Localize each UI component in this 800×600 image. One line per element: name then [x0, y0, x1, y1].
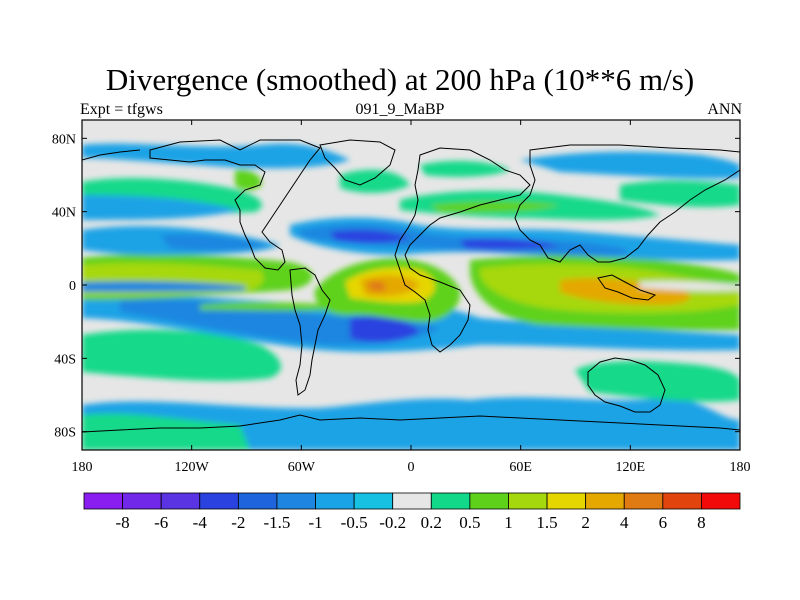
coastline-antarctica — [82, 414, 740, 433]
contour-nh-conv-pac — [160, 234, 270, 251]
contour-sh-conv-core — [350, 315, 420, 343]
colorbar-label: -0.5 — [341, 513, 368, 532]
x-tick-label: 60E — [509, 460, 532, 475]
colorbar-label: -1 — [308, 513, 322, 532]
experiment-label: Expt = tfgws — [80, 101, 163, 118]
y-tick-label: 40S — [54, 352, 76, 367]
colorbar-label: -2 — [231, 513, 245, 532]
colorbar-swatch — [160, 492, 201, 510]
x-axis: 180 120W 60W 0 60E 120E 180 — [72, 120, 751, 475]
coastline-greenland — [319, 139, 396, 186]
contour-sh-conv-pos — [200, 302, 340, 311]
colorbar-swatch — [469, 492, 509, 510]
colorbar-swatch — [315, 492, 355, 510]
x-tick-label: 180 — [72, 460, 93, 475]
contour-eq-east-rim — [640, 281, 740, 291]
colorbar-swatch — [353, 492, 394, 510]
season-label: ANN — [707, 101, 742, 118]
y-tick-label: 80S — [54, 426, 76, 441]
x-tick-label: 0 — [408, 460, 415, 475]
colorbar: -8 -6 -4 -2 -1.5 -1 -0.5 -0.2 0.2 0.5 1 1.5 2 4 6 8 — [83, 492, 741, 532]
colorbar-swatch — [430, 492, 471, 510]
colorbar-swatch — [237, 492, 278, 510]
contour-nh-conv-core-asia — [460, 238, 560, 250]
contour-nh-lime — [235, 169, 262, 191]
x-tick-label: 180 — [730, 460, 751, 475]
x-tick-label: 120W — [175, 460, 210, 475]
colorbar-label: -4 — [193, 513, 208, 532]
colorbar-swatch — [392, 492, 432, 510]
colorbar-label: 1 — [504, 513, 513, 532]
x-tick-label: 120E — [616, 460, 646, 475]
contour-sh-highlat-green — [82, 413, 250, 450]
colorbar-swatch — [83, 492, 123, 510]
colorbar-label: 1.5 — [536, 513, 557, 532]
colorbar-swatch — [122, 492, 162, 510]
contour-nh-highlat-east — [520, 151, 740, 179]
contour-sh-green — [82, 329, 281, 381]
colorbar-label: 8 — [697, 513, 706, 532]
contour-nh-highlat — [82, 143, 350, 169]
y-axis: 80N 40N 0 40S 80S — [52, 132, 740, 441]
contour-eq-east-orange — [560, 278, 691, 305]
colorbar-swatch — [276, 492, 316, 510]
colorbar-swatch — [585, 492, 625, 510]
coastline-arctic — [82, 149, 141, 161]
contour-eq-blue — [82, 281, 245, 292]
colorbar-label: 4 — [620, 513, 629, 532]
coastline-europe-africa — [394, 147, 531, 353]
colorbar-swatch — [701, 492, 741, 510]
case-label: 091_9_MaBP — [355, 101, 445, 118]
contour-sh-highlat — [82, 397, 740, 450]
colorbar-label: -6 — [154, 513, 168, 532]
coastline-asia — [514, 144, 740, 263]
colorbar-label: -1.5 — [263, 513, 290, 532]
colorbar-swatch — [199, 492, 239, 510]
colorbar-swatch — [662, 492, 702, 510]
colorbar-label: 0.5 — [459, 513, 480, 532]
contour-nh-conv-core — [330, 230, 410, 244]
colorbar-swatch — [546, 492, 587, 510]
colorbar-label: -8 — [116, 513, 130, 532]
contour-nh-lime-atl — [430, 201, 560, 213]
colorbar-swatch — [623, 492, 664, 510]
coastline-north-america — [149, 139, 321, 271]
y-tick-label: 0 — [69, 279, 76, 294]
contour-sh-green-east — [575, 361, 740, 402]
contour-nh-blue-band — [82, 195, 240, 220]
chart-title: Divergence (smoothed) at 200 hPa (10**6 … — [105, 62, 695, 97]
y-tick-label: 40N — [52, 206, 76, 221]
coastline-south-america — [289, 267, 331, 396]
contour-field — [82, 120, 740, 450]
y-tick-label: 80N — [52, 132, 76, 147]
coastline-australia — [587, 357, 666, 413]
x-tick-label: 60W — [288, 460, 316, 475]
coastline-indonesia — [597, 274, 657, 301]
contour-africa-max — [367, 281, 386, 292]
colorbar-label: 0.2 — [421, 513, 442, 532]
colorbar-swatch — [508, 492, 548, 510]
colorbar-label: -0.2 — [379, 513, 406, 532]
contour-nh-green-pac — [340, 169, 410, 193]
colorbar-label: 2 — [581, 513, 590, 532]
contour-nh-green-hl — [420, 160, 510, 177]
colorbar-label: 6 — [659, 513, 668, 532]
coastlines — [82, 139, 740, 433]
